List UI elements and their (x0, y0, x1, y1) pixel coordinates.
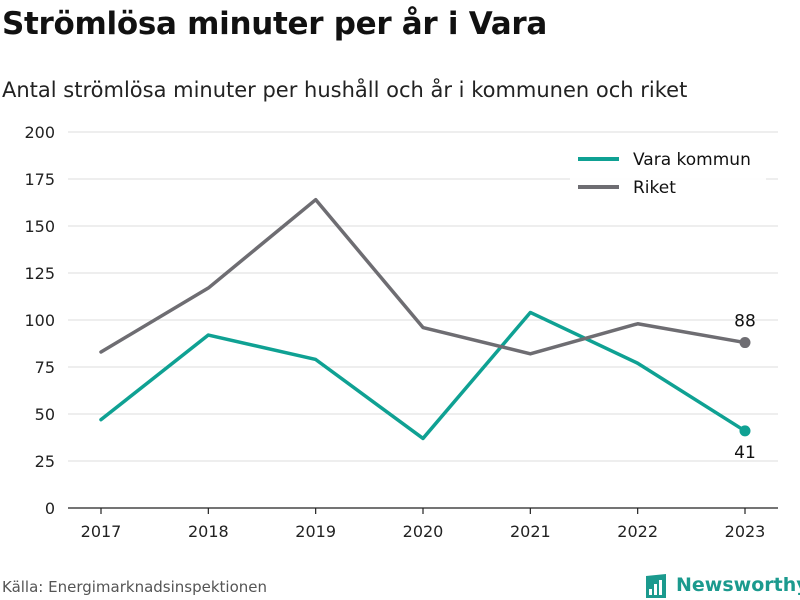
y-tick-label: 150 (24, 217, 55, 236)
y-tick-label: 175 (24, 170, 55, 189)
y-tick-label: 200 (24, 123, 55, 142)
data-point-vara-kommun (739, 425, 751, 437)
y-tick-label: 100 (24, 311, 55, 330)
x-tick-label: 2021 (510, 522, 551, 541)
brand-logo: Newsworthy (644, 570, 800, 600)
series-line-vara-kommun (99, 310, 747, 441)
y-tick-label: 50 (35, 405, 55, 424)
chart-title: Strömlösa minuter per år i Vara (2, 6, 547, 42)
x-tick-label: 2020 (403, 522, 444, 541)
x-tick-label: 2023 (725, 522, 766, 541)
x-tick-label: 2018 (188, 522, 229, 541)
legend: Vara kommun Riket (570, 144, 766, 204)
newsworthy-chart-icon (646, 574, 666, 598)
y-tick-label: 75 (35, 358, 55, 377)
legend-label-riket: Riket (633, 178, 676, 198)
y-axis: 0 25 50 75 100 125 150 175 200 (24, 123, 55, 518)
data-point-riket (739, 337, 751, 349)
series-line-riket (99, 197, 747, 356)
legend-label-vara-kommun: Vara kommun (633, 150, 751, 170)
y-tick-label: 0 (45, 499, 55, 518)
y-tick-label: 125 (24, 264, 55, 283)
data-label-riket: 88 (734, 312, 756, 332)
legend-box (570, 144, 766, 204)
x-tick-label: 2019 (295, 522, 336, 541)
series-lines: 41 88 (99, 197, 756, 463)
y-tick-label: 25 (35, 452, 55, 471)
x-tick-label: 2017 (81, 522, 122, 541)
data-label-vara-kommun: 41 (734, 443, 756, 463)
chart-subtitle: Antal strömlösa minuter per hushåll och … (2, 78, 688, 102)
x-tick-label: 2022 (617, 522, 658, 541)
source-note: Källa: Energimarknadsinspektionen (2, 578, 268, 596)
x-axis: 2017 2018 2019 2020 2021 2022 2023 (68, 507, 778, 541)
brand-name: Newsworthy (676, 574, 800, 596)
